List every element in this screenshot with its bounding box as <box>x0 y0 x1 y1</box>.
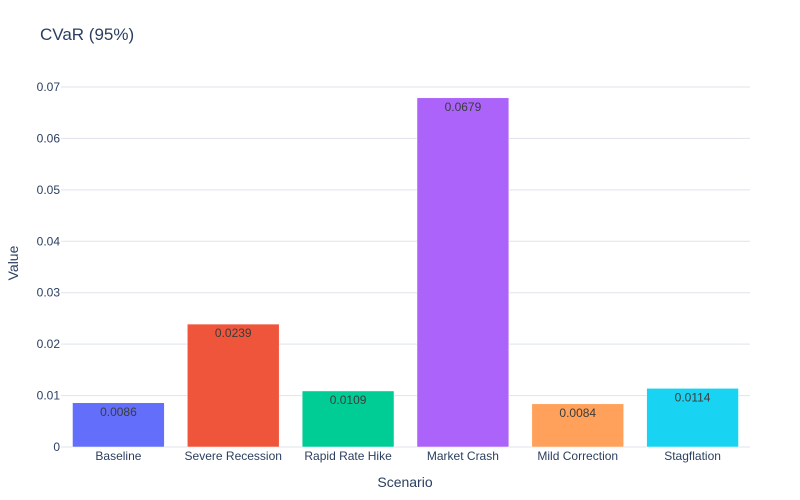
x-tick-label: Market Crash <box>427 449 499 463</box>
data-label: 0.0086 <box>100 405 137 419</box>
y-tick-labels: 0 0.01 0.02 0.03 0.04 0.05 0.06 0.07 <box>37 80 61 454</box>
x-tick-label: Rapid Rate Hike <box>304 449 392 463</box>
chart-title: CVaR (95%) <box>40 25 134 44</box>
data-label: 0.0084 <box>559 406 596 420</box>
data-label: 0.0679 <box>445 100 482 114</box>
x-tick-label: Severe Recession <box>185 449 282 463</box>
bar <box>301 390 395 448</box>
bar <box>416 97 510 448</box>
x-tick-label: Mild Correction <box>537 449 618 463</box>
data-label: 0.0114 <box>675 390 711 404</box>
data-label: 0.0239 <box>215 326 252 340</box>
y-tick-label: 0 <box>53 440 60 454</box>
y-tick-label: 0.01 <box>37 389 61 403</box>
x-tick-labels: Baseline Severe Recession Rapid Rate Hike M… <box>95 449 721 463</box>
x-tick-label: Stagflation <box>664 449 721 463</box>
x-tick-label: Baseline <box>95 449 141 463</box>
gridlines <box>61 86 750 448</box>
y-tick-label: 0.07 <box>37 80 61 94</box>
bar <box>531 403 624 448</box>
x-axis-title: Scenario <box>377 474 432 490</box>
bar <box>646 388 739 448</box>
y-axis-title: Value <box>5 245 21 280</box>
data-labels: 0.0086 0.0239 0.0109 0.0679 0.0084 0.0114 <box>100 100 711 420</box>
data-label: 0.0109 <box>330 393 367 407</box>
y-tick-label: 0.04 <box>37 234 61 248</box>
y-tick-label: 0.03 <box>37 286 61 300</box>
y-tick-label: 0.02 <box>37 337 61 351</box>
bars <box>72 97 739 448</box>
bar <box>72 402 165 448</box>
y-tick-label: 0.06 <box>37 131 61 145</box>
y-tick-label: 0.05 <box>37 183 61 197</box>
bar <box>187 323 280 448</box>
